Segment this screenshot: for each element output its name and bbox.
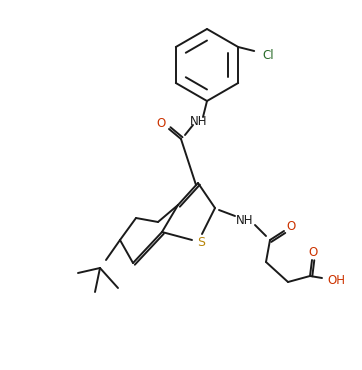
Text: S: S xyxy=(197,235,205,249)
Text: Cl: Cl xyxy=(262,48,274,61)
Text: O: O xyxy=(286,219,296,232)
Text: O: O xyxy=(308,246,317,259)
Text: OH: OH xyxy=(327,273,345,286)
Text: NH: NH xyxy=(190,114,208,128)
Text: NH: NH xyxy=(236,213,254,226)
Text: O: O xyxy=(156,117,166,130)
